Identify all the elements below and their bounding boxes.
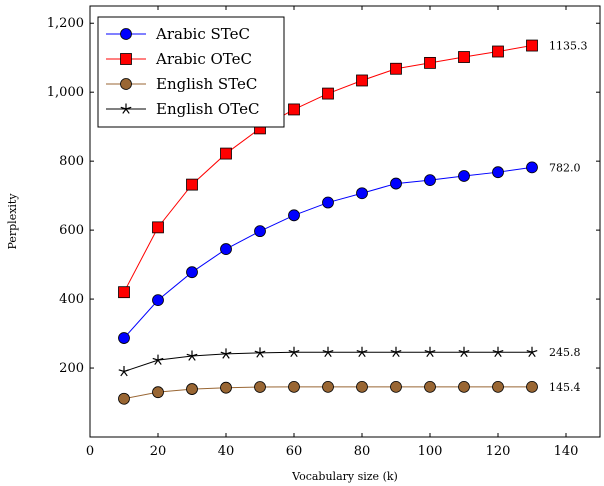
end-value-label-english-otec: 245.8 <box>549 346 581 359</box>
data-point-arabic-stec <box>254 225 266 238</box>
x-tick-label: 120 <box>486 444 511 459</box>
data-point-english-stec <box>254 381 266 393</box>
data-point-arabic-otec <box>152 221 164 234</box>
legend-label-arabic-stec: Arabic STeC <box>155 25 250 43</box>
axes: 0 20 40 60 80 100 120 140 200 400 600 800 1,000 1,200 <box>47 5 601 459</box>
data-point-arabic-otec <box>424 56 436 69</box>
end-value-label-arabic-stec: 782.0 <box>549 161 581 174</box>
data-point-english-stec <box>356 380 368 393</box>
data-point-english-otec <box>356 346 368 358</box>
x-tick-label: 80 <box>354 444 371 459</box>
data-point-arabic-otec <box>118 286 130 299</box>
data-point-english-otec <box>118 365 130 377</box>
legend-label-english-otec: English OTeC <box>156 100 259 118</box>
data-point-arabic-otec <box>186 178 198 191</box>
data-point-arabic-otec <box>492 45 504 58</box>
x-tick-label: 100 <box>418 444 443 459</box>
data-point-arabic-stec <box>186 266 198 279</box>
data-point-english-stec <box>152 386 164 399</box>
data-point-arabic-stec <box>390 177 402 190</box>
data-point-arabic-stec <box>288 209 300 222</box>
legend-label-arabic-otec: Arabic OTeC <box>155 50 252 68</box>
data-point-english-stec <box>220 381 232 394</box>
series-english-otec: 245.8 <box>118 346 581 377</box>
data-point-arabic-stec <box>458 170 470 182</box>
legend: Arabic STeC Arabic OTeC English STeC Englis… <box>97 16 285 128</box>
legend-item-english-stec: English STeC <box>106 75 257 93</box>
data-point-arabic-stec <box>356 187 368 200</box>
y-tick-label: 600 <box>59 223 84 238</box>
data-point-english-stec <box>390 380 402 393</box>
data-point-english-otec <box>526 346 538 358</box>
y-tick-label: 200 <box>59 361 84 376</box>
legend-item-arabic-stec: Arabic STeC <box>106 25 250 43</box>
x-tick-label: 0 <box>86 444 94 459</box>
x-tick-label: 140 <box>554 444 579 459</box>
data-point-arabic-otec <box>288 103 300 116</box>
data-point-english-stec <box>186 383 198 395</box>
data-point-arabic-otec <box>390 62 402 75</box>
data-point-arabic-stec <box>118 332 130 344</box>
data-point-english-stec <box>492 380 504 393</box>
data-point-english-otec <box>458 346 470 358</box>
data-point-arabic-otec <box>356 74 368 87</box>
data-point-english-otec <box>424 346 436 358</box>
series-line-english-otec <box>123 351 532 372</box>
series-arabic-stec: 782.0 <box>118 161 581 344</box>
x-axis-label: Vocabulary size (k) <box>291 470 398 483</box>
series-arabic-otec: 1135.3 <box>118 39 588 299</box>
data-point-english-otec <box>254 347 266 358</box>
y-axis-label: Perplexity <box>6 193 19 250</box>
plot-area: 782.0 1135.3 145.4 245.8 <box>118 39 588 405</box>
legend-marker-english-otec <box>120 103 132 114</box>
data-point-arabic-otec <box>220 147 232 160</box>
data-point-english-stec <box>322 380 334 393</box>
x-tick-label: 60 <box>286 444 303 459</box>
data-point-english-otec <box>322 346 334 358</box>
data-point-arabic-otec <box>322 87 334 100</box>
data-point-arabic-stec <box>424 174 436 187</box>
data-point-english-otec <box>220 348 232 359</box>
data-point-english-stec <box>288 380 300 393</box>
data-point-arabic-stec <box>152 294 164 307</box>
legend-marker-english-stec <box>120 78 132 90</box>
data-point-arabic-stec <box>492 166 504 179</box>
data-point-english-stec <box>118 392 130 405</box>
data-point-english-stec <box>526 380 538 393</box>
legend-item-arabic-otec: Arabic OTeC <box>106 50 252 68</box>
data-point-arabic-stec <box>220 243 232 255</box>
data-point-english-stec <box>424 380 436 393</box>
data-point-arabic-otec <box>526 39 538 52</box>
legend-marker-arabic-stec <box>120 28 132 40</box>
series-english-stec: 145.4 <box>118 380 581 405</box>
data-point-english-otec <box>390 346 402 358</box>
y-tick-label: 400 <box>59 292 84 307</box>
end-value-label-english-stec: 145.4 <box>549 381 581 394</box>
data-point-english-otec <box>186 350 198 361</box>
legend-item-english-otec: English OTeC <box>106 100 259 118</box>
x-tick-label: 40 <box>218 444 235 459</box>
legend-marker-arabic-otec <box>120 53 132 65</box>
y-tick-label: 1,200 <box>47 16 84 31</box>
y-tick-label: 1,000 <box>47 85 84 100</box>
data-point-english-stec <box>458 380 470 393</box>
data-point-english-otec <box>492 346 504 358</box>
data-point-arabic-stec <box>526 161 538 174</box>
y-tick-label: 800 <box>59 154 84 169</box>
end-value-label-arabic-otec: 1135.3 <box>549 40 588 53</box>
plot-frame <box>89 5 601 438</box>
data-point-arabic-otec <box>458 51 470 63</box>
data-point-english-otec <box>288 346 300 358</box>
legend-label-english-stec: English STeC <box>156 75 257 93</box>
data-point-arabic-stec <box>322 196 334 209</box>
data-point-english-otec <box>152 354 164 365</box>
x-tick-label: 20 <box>150 444 167 459</box>
